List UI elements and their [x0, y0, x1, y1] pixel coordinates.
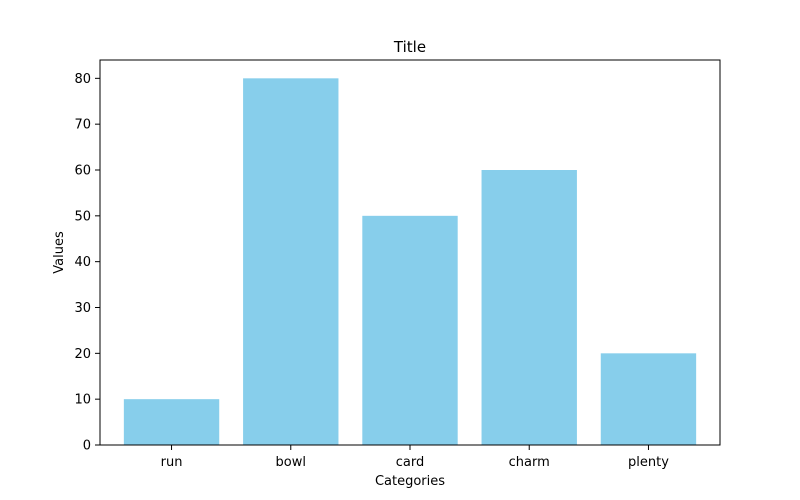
y-tick-label: 20	[74, 347, 91, 362]
y-tick-label: 80	[74, 72, 91, 87]
y-tick-label: 10	[74, 393, 91, 408]
x-tick-label: bowl	[276, 455, 306, 470]
bar-plenty	[600, 353, 697, 445]
x-tick-label: plenty	[628, 455, 669, 470]
plot-frame	[99, 59, 721, 446]
bars-group	[123, 78, 697, 445]
x-axis-ticks: run bowl card charm plenty	[161, 445, 669, 470]
y-axis-ticks: 0 10 20 30 40 50 60 70 80	[74, 72, 100, 454]
y-tick-label: 70	[74, 118, 91, 133]
x-tick-label: card	[396, 455, 424, 470]
x-axis-label: Categories	[375, 474, 445, 489]
y-tick-label: 50	[74, 209, 91, 224]
y-tick-label: 40	[74, 255, 91, 270]
bar-charm	[481, 170, 577, 445]
x-tick-label: charm	[509, 455, 550, 470]
bar-card	[362, 215, 458, 445]
x-tick-label: run	[161, 455, 183, 470]
y-tick-label: 60	[74, 164, 91, 179]
bar-run	[123, 399, 220, 445]
y-axis-label: Values	[52, 231, 67, 274]
y-tick-label: 0	[83, 439, 91, 454]
bar-bowl	[243, 78, 339, 445]
chart-title: Title	[393, 38, 426, 56]
y-tick-label: 30	[74, 301, 91, 316]
